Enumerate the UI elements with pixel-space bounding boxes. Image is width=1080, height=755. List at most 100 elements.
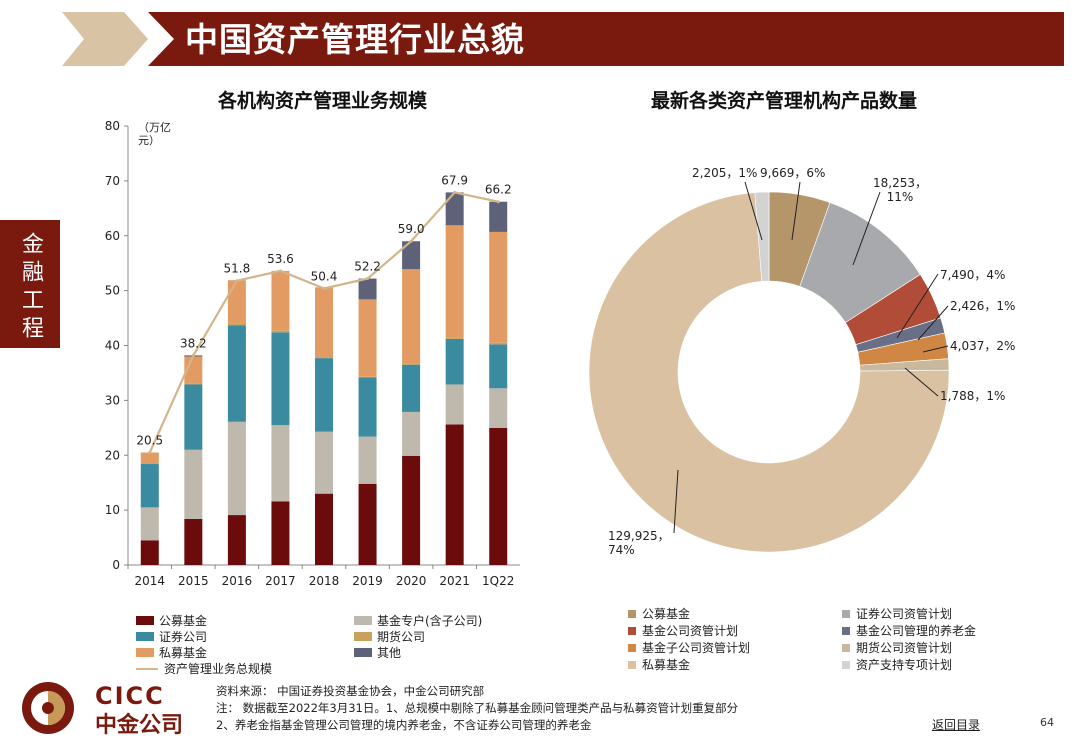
total-point [322,286,326,290]
x-tick-label: 2017 [265,574,296,588]
bar-segment [271,330,290,333]
total-data-label: 51.8 [224,262,251,276]
bar-segment [271,270,290,331]
total-point [366,277,370,281]
legend-item: 资产管理业务总规模 [136,660,272,677]
bar-segment [358,376,377,378]
footnote-1: 注： 数据截至2022年3月31日。1、总规模中剔除了私募基金顾问管理类产品与私… [216,701,739,715]
bar-segment [184,449,203,519]
bar-segment [184,518,203,565]
slice-label: 2,426，1% [950,299,1015,313]
legend-swatch [136,648,154,657]
total-data-label: 38.2 [180,336,207,350]
bar-chart-title: 各机构资产管理业务规模 [218,90,428,112]
legend-item: 资产支持专项计划 [842,656,952,673]
y-axis-unit-label: （万亿元） [138,121,171,147]
x-tick-label: 2018 [309,574,340,588]
leader-line [673,469,679,534]
bar-segment [315,493,333,565]
bar-segment [402,411,421,456]
bar-segment [358,377,377,437]
logo-en: CICC [95,682,165,710]
bar-segment [489,427,508,565]
legend-label: 其他 [377,646,402,660]
legend-swatch [354,632,372,641]
legend-label: 资产支持专项计划 [856,658,953,672]
legend-swatch [136,667,158,670]
leader-line [922,345,949,353]
y-tick-label: 0 [112,558,120,572]
bar-segment [271,501,290,565]
header-bar [148,12,1064,66]
bar-segment [445,338,464,385]
bar-segment [140,463,159,465]
total-data-label: 66.2 [485,183,512,197]
legend-label: 公募基金 [159,614,208,628]
side-tab-label: 金融工程 [18,232,43,344]
bar-segment [227,515,246,565]
total-data-label: 50.4 [311,269,338,283]
bar-segment [402,363,421,365]
total-point [496,200,500,204]
bar-segment [140,507,159,541]
bar-segment [184,384,203,450]
slice-label: 18,253， [873,176,927,190]
donut-chart: 9,669，6% 18,253，11% 7,490，4% 2,426，1% 4,037，… [588,166,1015,557]
bar-segment [489,344,508,389]
legend-item: 基金子公司资管计划 [628,639,750,656]
bar-segment [358,483,377,565]
x-tick-label: 1Q22 [482,574,514,588]
total-data-label: 67.9 [441,173,468,187]
bar-segment [315,287,333,358]
leader-line [744,181,763,241]
legend-item: 期货公司 [354,628,425,645]
bar-segment [489,231,508,343]
x-tick-label: 2015 [178,574,209,588]
bar-segment [140,540,159,565]
y-tick-label: 80 [105,119,120,133]
y-tick-label: 40 [105,339,120,353]
legend-swatch [136,632,154,641]
legend-swatch [354,616,372,625]
cicc-logo-icon [22,682,74,734]
back-to-contents-link[interactable]: 返回目录 [932,718,981,732]
legend-item: 期货公司资管计划 [842,639,952,656]
total-data-label: 52.2 [354,260,381,274]
bar-segment [489,201,508,232]
slice-label: 74% [608,543,635,557]
bar-segment [445,337,464,339]
bar-segment [315,357,333,359]
legend-label: 私募基金 [642,658,691,672]
legend-label: 证券公司 [159,630,208,644]
total-data-label: 20.5 [136,434,163,448]
bar-segment [358,436,377,484]
legend-label: 基金子公司资管计划 [642,641,751,655]
total-point [148,451,152,455]
logo-cn: 中金公司 [95,713,184,738]
legend-item: 基金公司资管计划 [628,622,738,639]
bar-segment [402,269,421,364]
total-data-label: 59.0 [398,222,425,236]
bar-segment [402,455,421,565]
y-tick-label: 10 [105,503,120,517]
leader-line [896,273,939,339]
legend-item: 其他 [354,644,401,661]
leader-line [852,191,881,266]
x-tick-label: 2019 [352,574,383,588]
y-tick-label: 60 [105,229,120,243]
legend-item: 基金公司管理的养老金 [842,622,976,639]
footnote-2: 2、养老金指基金管理公司管理的境内养老金，不含证券公司管理的养老金 [216,718,592,732]
legend-swatch [628,660,636,669]
y-tick-label: 20 [105,448,120,462]
total-point [409,239,413,243]
slice-label: 1,788，1% [940,389,1005,403]
legend-label: 私募基金 [159,646,208,660]
bar-segment [358,299,377,377]
legend-item: 公募基金 [628,605,690,622]
slice-label: 2,205，1% [692,166,757,180]
legend-swatch [842,626,850,635]
legend-swatch [842,609,850,618]
slice-label: 4,037，2% [950,339,1015,353]
leader-line [904,367,939,397]
donut-slice [754,191,770,282]
